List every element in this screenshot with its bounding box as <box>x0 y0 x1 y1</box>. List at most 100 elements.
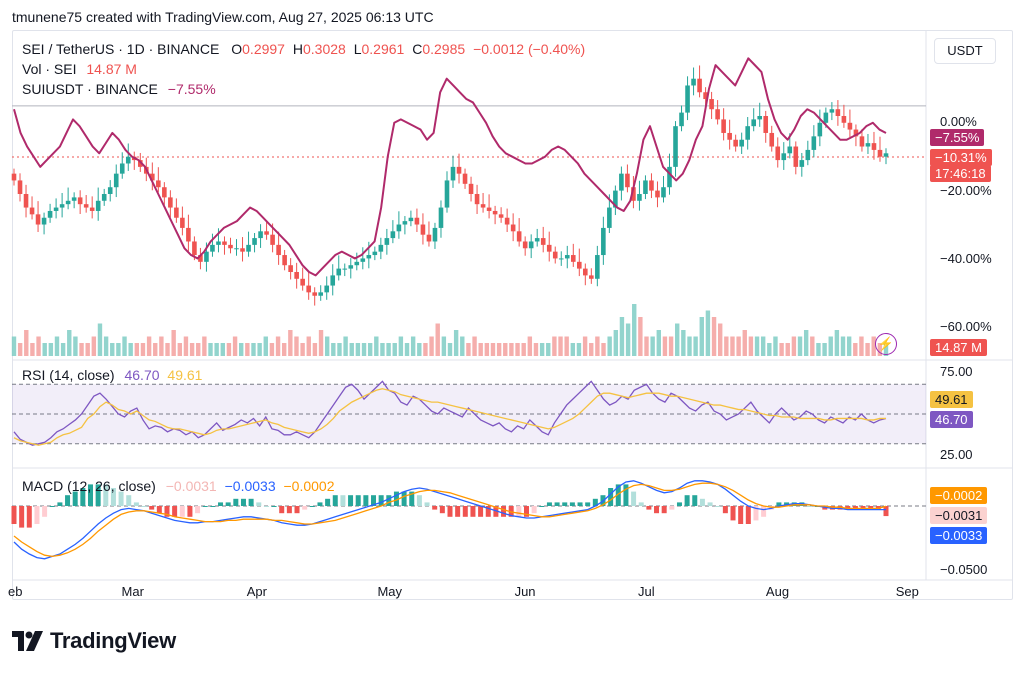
countdown-tag: 17:46:18 <box>930 165 991 182</box>
macd-histogram-bar <box>271 506 277 507</box>
x-tick-label: Aug <box>765 584 790 599</box>
candle-body <box>817 122 823 137</box>
macd-histogram-bar <box>65 495 71 506</box>
candle-body <box>504 217 510 225</box>
volume-bar <box>558 336 563 356</box>
macd-histogram-bar <box>11 506 17 524</box>
candle-body <box>276 244 281 256</box>
macd-histogram-bar <box>294 506 300 514</box>
change-value: −0.0012 (−0.40%) <box>473 41 586 57</box>
macd-histogram-bar <box>164 506 170 517</box>
volume-label[interactable]: Vol · SEI <box>22 61 77 77</box>
candle-body <box>763 116 769 133</box>
rsi-tick-25: 25.00 <box>940 447 973 462</box>
volume-bar <box>705 310 711 356</box>
candle-body <box>751 119 756 127</box>
volume-bar <box>380 343 385 356</box>
volume-bar <box>503 343 508 356</box>
candle-body <box>156 180 161 188</box>
macd-histogram-bar <box>546 502 552 506</box>
macd-histogram-bar <box>218 502 224 506</box>
candle-body <box>426 234 432 242</box>
y-tick-0: 0.00% <box>940 114 977 129</box>
macd-histogram-bar <box>133 502 139 506</box>
volume-bar <box>521 343 526 356</box>
macd-histogram-bar <box>707 502 713 506</box>
open-value: 0.2997 <box>242 41 285 57</box>
macd-histogram-bar <box>72 491 78 506</box>
candle-body <box>29 207 35 215</box>
volume-bar <box>570 343 576 356</box>
candle-body <box>162 187 167 198</box>
candle-body <box>137 160 143 167</box>
volume-bar <box>632 304 637 356</box>
macd-histogram-bar <box>286 506 292 514</box>
volume-bar <box>724 336 729 356</box>
macd-histogram-bar <box>569 502 575 506</box>
rsi-value: 46.70 <box>124 367 160 383</box>
rsi-title[interactable]: RSI (14, close) <box>22 367 115 383</box>
volume-bar <box>791 336 797 356</box>
candle-body <box>83 204 89 208</box>
volume-bar <box>85 343 90 356</box>
candle-body <box>180 217 185 228</box>
candle-body <box>198 255 203 262</box>
x-tick-label: Apr <box>246 584 267 599</box>
volume-bar <box>288 330 293 356</box>
candle-body <box>95 200 101 211</box>
candle-body <box>691 78 696 86</box>
candle-body <box>697 78 702 93</box>
candle-body <box>420 224 426 235</box>
x-tick-label: Sep <box>895 584 919 599</box>
volume-bar <box>552 336 557 356</box>
volume-bar <box>447 343 453 356</box>
volume-bar <box>171 330 176 356</box>
candle-body <box>835 109 841 116</box>
lightning-icon[interactable]: ⚡ <box>875 333 897 355</box>
candle-body <box>661 187 666 198</box>
candle-body <box>601 227 606 256</box>
compare-price-tag: −7.55% <box>930 129 985 146</box>
candle-body <box>324 285 330 293</box>
volume-bar <box>748 336 754 356</box>
candle-body <box>540 238 546 245</box>
volume-bar <box>853 343 858 356</box>
candle-body <box>414 217 420 225</box>
volume-bar <box>177 343 183 356</box>
volume-bar <box>17 343 23 356</box>
tradingview-logo-icon <box>12 631 43 651</box>
volume-bar <box>11 336 17 356</box>
candle-body <box>186 227 191 242</box>
volume-bar <box>331 343 336 356</box>
candle-body <box>107 187 113 194</box>
volume-bar <box>754 336 760 356</box>
candle-body <box>192 241 197 256</box>
volume-bar <box>404 343 410 356</box>
symbol-label[interactable]: SEI / TetherUS · 1D · BINANCE <box>22 41 220 57</box>
macd-histogram-bar <box>516 506 522 517</box>
macd-histogram-bar <box>256 502 262 506</box>
candle-body <box>228 244 233 249</box>
macd-histogram-bar <box>753 506 759 521</box>
volume-bar <box>760 336 766 356</box>
volume-bar <box>355 343 361 356</box>
candle-body <box>402 221 408 225</box>
candle-body <box>877 149 883 157</box>
currency-button[interactable]: USDT <box>934 38 996 64</box>
volume-bar <box>245 343 250 356</box>
macd-histogram-bar <box>715 506 721 507</box>
macd-histogram-bar <box>416 495 422 506</box>
volume-bar <box>767 343 772 356</box>
macd-histogram-bar <box>554 502 560 506</box>
volume-bar <box>97 323 103 356</box>
candle-body <box>89 207 95 211</box>
macd-histogram-bar <box>661 506 667 514</box>
volume-bar <box>810 336 815 356</box>
macd-title[interactable]: MACD (12, 26, close) <box>22 478 156 494</box>
candle-body <box>294 272 299 279</box>
compare-symbol-label[interactable]: SUIUSDT · BINANCE <box>22 81 158 97</box>
open-label: O <box>231 41 243 57</box>
macd-histogram-bar <box>248 498 254 506</box>
candle-body <box>222 241 227 245</box>
